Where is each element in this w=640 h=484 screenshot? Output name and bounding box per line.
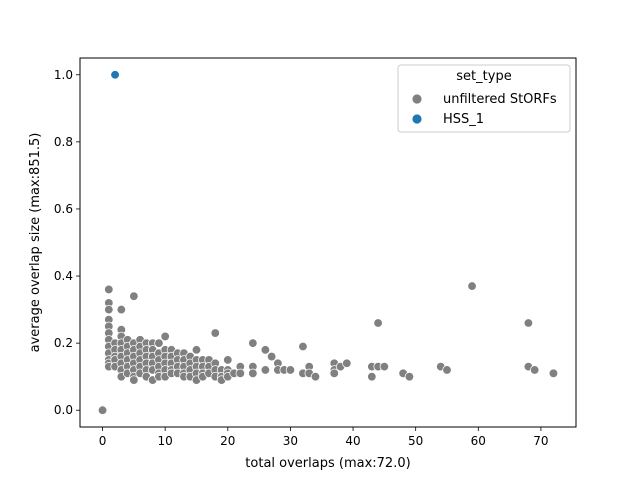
data-points — [97, 70, 559, 415]
x-tick-label-2: 20 — [220, 434, 235, 448]
x-tick-label-6: 60 — [471, 434, 486, 448]
unfiltered-storfs-point-119 — [260, 365, 271, 375]
legend-label-hss-1: HSS_1 — [443, 112, 484, 127]
x-tick-label-5: 50 — [408, 434, 423, 448]
y-tick-label-0: 0.0 — [54, 403, 73, 417]
unfiltered-storfs-point-132 — [329, 368, 339, 379]
unfiltered-storfs-point-145 — [523, 318, 534, 328]
legend-marker-hss-1 — [411, 113, 423, 125]
unfiltered-storfs-point-141 — [404, 372, 415, 382]
unfiltered-storfs-point-139 — [379, 361, 390, 372]
y-axis-label: average overlap size (max:851.5) — [28, 133, 43, 353]
unfiltered-storfs-point-125 — [298, 341, 308, 352]
unfiltered-storfs-point-134 — [342, 358, 352, 368]
y-axis-ticks: 0.0 0.2 0.4 0.6 0.8 1.0 — [54, 68, 80, 417]
unfiltered-storfs-point-101 — [210, 328, 220, 338]
hss-1-point-0 — [110, 70, 120, 80]
legend-label-unfiltered-storfs: unfiltered StORFs — [443, 92, 557, 107]
x-tick-label-7: 70 — [533, 434, 548, 448]
unfiltered-storfs-point-124 — [285, 365, 296, 375]
y-tick-label-5: 1.0 — [54, 68, 73, 82]
x-axis-label: total overlaps (max:72.0) — [245, 456, 410, 471]
unfiltered-storfs-point-118 — [260, 345, 271, 355]
unfiltered-storfs-point-137 — [373, 318, 383, 328]
y-tick-label-4: 0.8 — [54, 135, 73, 149]
x-tick-label-1: 10 — [158, 434, 173, 448]
legend-title: set_type — [456, 69, 511, 84]
unfiltered-storfs-point-18 — [116, 304, 127, 315]
unfiltered-storfs-point-114 — [235, 368, 245, 379]
legend-marker-unfiltered-storfs — [411, 93, 423, 105]
legend: set_type unfiltered StORFs HSS_1 — [397, 64, 571, 133]
unfiltered-storfs-point-40 — [129, 375, 139, 385]
unfiltered-storfs-point-148 — [548, 368, 559, 379]
unfiltered-storfs-point-120 — [266, 351, 277, 362]
unfiltered-storfs-point-65 — [160, 331, 170, 342]
unfiltered-storfs-point-59 — [154, 338, 164, 348]
x-tick-label-0: 0 — [99, 434, 107, 448]
unfiltered-storfs-point-33 — [129, 291, 139, 301]
unfiltered-storfs-point-3 — [104, 304, 114, 315]
unfiltered-storfs-point-0 — [97, 405, 108, 415]
unfiltered-storfs-point-1 — [104, 284, 114, 295]
unfiltered-storfs-point-147 — [529, 365, 540, 375]
unfiltered-storfs-point-117 — [248, 368, 258, 379]
unfiltered-storfs-point-108 — [223, 355, 233, 365]
unfiltered-storfs-point-115 — [248, 338, 258, 348]
unfiltered-storfs-point-143 — [442, 365, 452, 375]
x-tick-label-4: 40 — [345, 434, 360, 448]
x-tick-label-3: 30 — [283, 434, 298, 448]
unfiltered-storfs-point-89 — [191, 345, 202, 355]
y-tick-label-2: 0.4 — [54, 269, 73, 283]
unfiltered-storfs-point-136 — [367, 372, 377, 382]
x-axis-ticks: 0 10 20 30 40 50 60 70 — [99, 427, 549, 448]
plot-frame — [79, 57, 577, 428]
legend-box — [397, 64, 571, 133]
y-tick-label-3: 0.6 — [54, 202, 73, 216]
unfiltered-storfs-point-144 — [467, 281, 477, 291]
y-tick-label-1: 0.2 — [54, 336, 73, 350]
unfiltered-storfs-point-129 — [310, 372, 321, 382]
